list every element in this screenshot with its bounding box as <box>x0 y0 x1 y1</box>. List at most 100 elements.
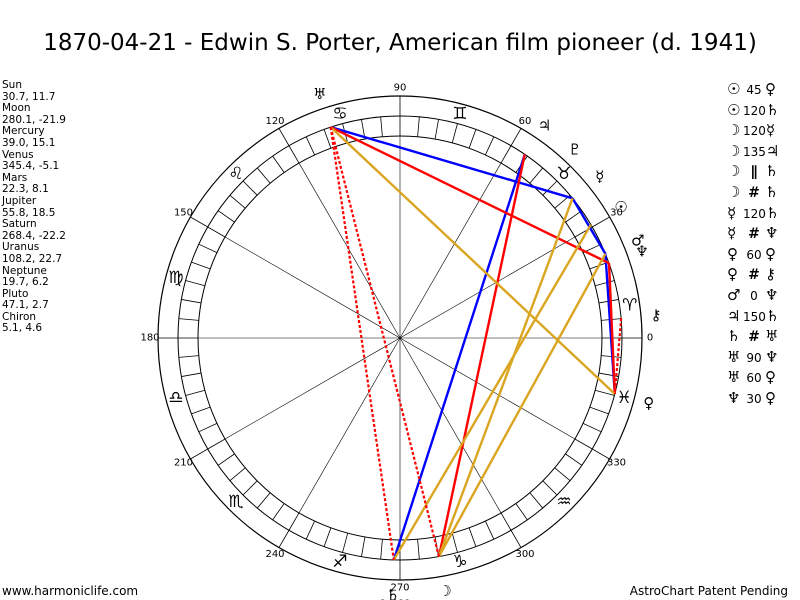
zodiac-sign-icon: ♒ <box>556 492 571 512</box>
degree-label: 60 <box>519 116 532 127</box>
ring-tick <box>361 536 366 557</box>
ring-tick <box>342 533 349 553</box>
aspect-line <box>613 318 623 395</box>
chiron-icon: ⚷ <box>650 306 661 324</box>
sign-divider <box>510 128 522 146</box>
spoke-line <box>298 162 401 339</box>
ring-tick <box>468 129 477 149</box>
sign-divider <box>592 448 610 460</box>
ring-tick <box>380 116 383 137</box>
planet-name: Mercury <box>2 125 45 138</box>
aspect-line <box>330 126 610 265</box>
planet-name: Chiron <box>2 310 37 323</box>
ring-tick <box>242 180 258 196</box>
mercury-icon: ☿ <box>595 167 604 185</box>
zodiac-sign-icon: ♍ <box>168 268 183 288</box>
ring-tick <box>529 492 544 509</box>
aspect-planet-a-icon: ♆ <box>727 388 741 407</box>
aspect-row: ♅ 60 ♀ <box>727 368 782 389</box>
ring-tick <box>582 423 602 433</box>
planet-coords: 47.1, 2.7 <box>2 299 49 312</box>
ring-tick <box>468 527 477 547</box>
aspect-planet-b-icon: ♄ <box>765 162 779 181</box>
ring-tick <box>451 123 458 143</box>
planet-coords: 39.0, 15.1 <box>2 136 56 149</box>
spoke-line <box>224 337 401 440</box>
ring-tick <box>181 299 202 304</box>
ring-tick <box>380 539 383 560</box>
degree-label: 150 <box>174 208 193 219</box>
zodiac-sign-icon: ♋ <box>332 104 347 124</box>
aspect-line <box>329 126 395 561</box>
aspect-planet-a-icon: ☽ <box>727 182 741 201</box>
aspect-planet-b-icon: ♆ <box>765 285 779 304</box>
degree-label: 30 <box>610 208 623 219</box>
aspect-angle: 30 <box>746 391 762 406</box>
ring-tick <box>178 318 199 321</box>
zodiac-sign-icon: ♓ <box>616 388 631 408</box>
ring-tick <box>323 129 332 149</box>
aspect-line <box>437 253 607 558</box>
aspect-angle: # <box>748 226 760 243</box>
site-footer[interactable]: www.harmoniclife.com <box>2 584 139 598</box>
aspect-planet-b-icon: ♄ <box>765 306 780 325</box>
aspect-planet-a-icon: ☿ <box>727 203 737 222</box>
spoke-line <box>399 337 576 440</box>
aspect-row: ☽ # ♄ <box>727 183 782 204</box>
planet-coords: 19.7, 6.2 <box>2 276 49 289</box>
zodiac-sign-icon: ♏ <box>228 492 243 512</box>
planet-name: Mars <box>2 171 28 184</box>
ring-tick <box>217 210 235 223</box>
sign-divider <box>278 530 290 548</box>
planet-coords: 30.7, 11.7 <box>2 90 56 103</box>
degree-label: 210 <box>174 458 193 469</box>
aspect-planet-b-icon: ♄ <box>765 100 780 119</box>
ring-tick <box>207 226 226 238</box>
ring-tick <box>554 467 571 482</box>
planet-name: Neptune <box>2 264 47 277</box>
spoke-line <box>298 337 401 514</box>
ring-tick <box>305 136 315 156</box>
aspect-planet-b-icon: ♀ <box>765 388 776 407</box>
zodiac-sign-icon: ♐ <box>332 552 347 572</box>
aspect-row: ♀ # ⚷ <box>727 265 782 286</box>
zodiac-sign-icon: ♈ <box>622 296 637 316</box>
planet-name: Moon <box>2 102 31 115</box>
ring-tick <box>181 372 202 377</box>
aspect-line <box>392 154 526 561</box>
bottom-label: -9.769 <box>375 597 410 600</box>
aspect-line <box>437 197 574 557</box>
planet-coords: 22.3, 8.1 <box>2 183 49 196</box>
aspect-planet-b-icon: ♀ <box>765 80 776 98</box>
aspect-planet-a-icon: ♀ <box>727 265 738 284</box>
aspect-planet-a-icon: ♅ <box>727 347 741 366</box>
mars-icon: ♂ <box>631 231 644 249</box>
aspect-line <box>330 125 573 200</box>
aspect-row: ☿ # ♆ <box>727 224 782 245</box>
ring-tick <box>217 453 235 466</box>
aspect-row: ☿ 120♄ <box>727 204 782 225</box>
aspect-angle: 90 <box>746 350 762 365</box>
ring-tick <box>198 423 218 433</box>
aspect-planet-b-icon: ♄ <box>765 203 780 222</box>
degree-label: 270 <box>390 583 409 594</box>
ring-tick <box>256 167 271 184</box>
ring-tick <box>242 480 258 496</box>
zodiac-sign-icon: ♉ <box>556 164 571 184</box>
ring-tick <box>542 480 558 496</box>
moon-icon: ☽ <box>438 582 451 600</box>
aspect-planet-b-icon: ♆ <box>765 224 779 243</box>
aspect-planet-a-icon: ☽ <box>727 141 741 160</box>
aspect-row: ☽ ∥ ♄ <box>727 162 782 183</box>
planet-coords: 280.1, -21.9 <box>2 113 66 126</box>
ring-tick <box>256 492 271 509</box>
aspect-angle: 60 <box>746 371 762 386</box>
ring-tick <box>272 155 285 173</box>
ring-tick <box>185 280 205 287</box>
aspect-row: ♄ # ♅ <box>727 327 782 348</box>
ring-tick <box>595 280 615 287</box>
ring-tick <box>288 145 300 164</box>
aspect-row: ☉ 45 ♀ <box>727 80 782 101</box>
ring-tick <box>323 527 332 547</box>
